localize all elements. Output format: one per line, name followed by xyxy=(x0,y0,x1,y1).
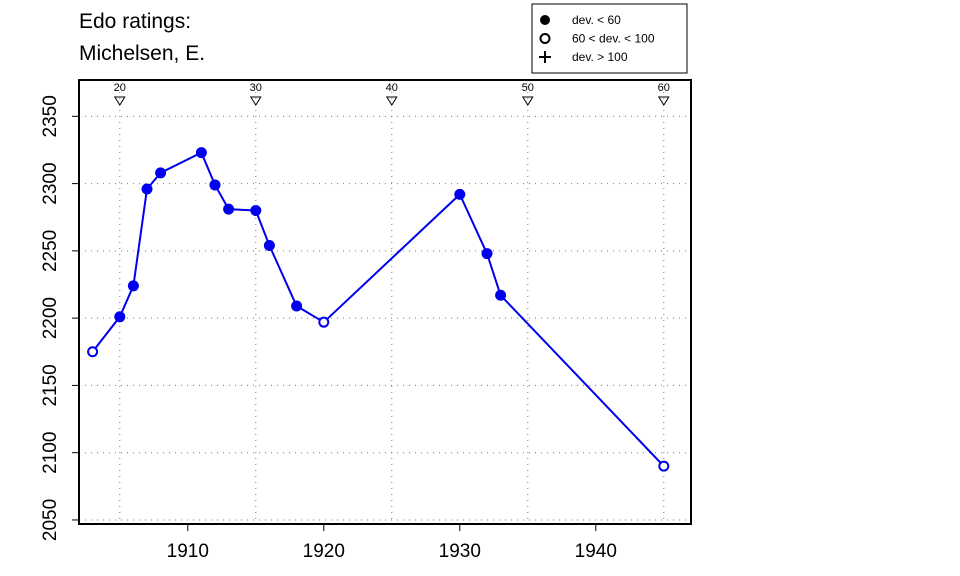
data-point-filled xyxy=(454,188,466,200)
data-point-filled xyxy=(114,311,126,323)
legend-label: dev. > 100 xyxy=(572,50,628,64)
y-tick-label: 2250 xyxy=(40,230,61,272)
top-marker-triangle xyxy=(657,96,670,106)
y-tick-label: 2300 xyxy=(40,162,61,204)
data-point-filled xyxy=(155,167,167,179)
legend: dev. < 60 60 < dev. < 100 dev. > 100 xyxy=(531,3,688,74)
data-point-filled xyxy=(291,300,303,312)
y-tick-label: 2100 xyxy=(40,432,61,474)
data-point-filled xyxy=(263,239,275,251)
legend-box xyxy=(531,3,688,74)
top-marker-label: 40 xyxy=(386,82,398,94)
data-point-filled xyxy=(209,179,221,191)
legend-symbol-open xyxy=(539,33,551,44)
x-axis: 1910 1920 1930 1940 xyxy=(167,524,617,562)
top-marker-triangle xyxy=(113,96,126,106)
data-point-open xyxy=(658,460,670,472)
chart-title: Edo ratings: xyxy=(79,10,192,33)
rating-series xyxy=(87,147,670,472)
data-point-filled xyxy=(495,289,507,301)
data-point-filled xyxy=(127,280,139,292)
y-axis: 2050 2100 2150 2200 2250 2300 2350 xyxy=(40,95,79,541)
x-tick-label: 1920 xyxy=(303,541,345,562)
data-point-filled xyxy=(250,205,262,217)
grid-lines xyxy=(79,80,691,524)
x-tick-label: 1910 xyxy=(167,541,209,562)
data-point-filled xyxy=(481,248,493,260)
data-point-filled xyxy=(141,183,153,195)
y-tick-label: 2150 xyxy=(40,364,61,406)
top-marker-triangle xyxy=(385,96,398,106)
data-point-open xyxy=(87,346,99,358)
legend-label: 60 < dev. < 100 xyxy=(572,32,655,46)
top-markers: 20 30 40 50 60 xyxy=(113,82,670,106)
y-tick-label: 2050 xyxy=(40,499,61,541)
x-tick-label: 1940 xyxy=(575,541,617,562)
top-marker-triangle xyxy=(521,96,534,106)
top-marker-triangle xyxy=(249,96,262,106)
legend-symbol-filled xyxy=(540,15,550,25)
x-tick-label: 1930 xyxy=(439,541,481,562)
legend-label: dev. < 60 xyxy=(572,13,621,27)
plot-frame xyxy=(78,79,692,525)
data-point-filled xyxy=(195,147,207,159)
y-tick-label: 2350 xyxy=(40,95,61,137)
series-line xyxy=(91,151,665,467)
chart-subtitle: Michelsen, E. xyxy=(79,42,206,65)
y-tick-label: 2200 xyxy=(40,297,61,339)
data-point-open xyxy=(318,316,330,328)
top-marker-label: 20 xyxy=(114,82,126,94)
top-marker-label: 50 xyxy=(522,82,534,94)
data-point-filled xyxy=(223,203,235,215)
top-marker-label: 30 xyxy=(250,82,262,94)
top-marker-label: 60 xyxy=(658,82,670,94)
